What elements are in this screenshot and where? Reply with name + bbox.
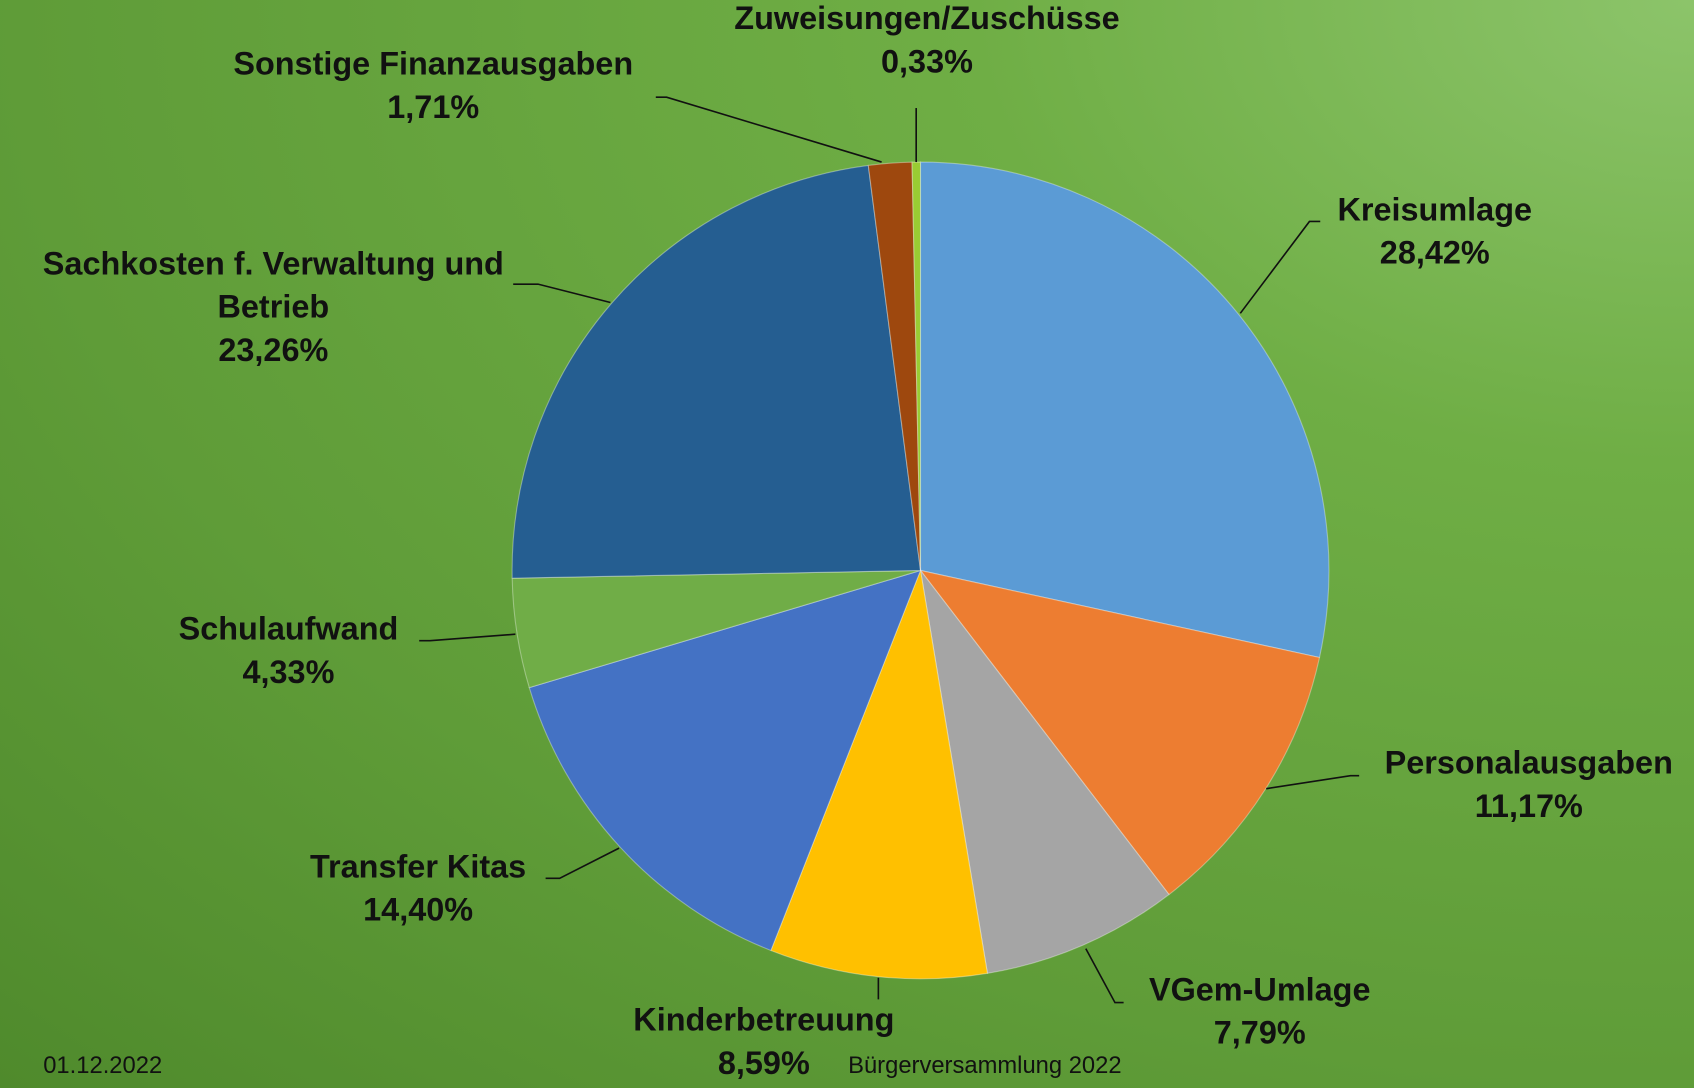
- value-label: 28,42%: [1379, 235, 1490, 272]
- slice-label: Zuweisungen/Zuschüsse 0,33%: [678, 0, 1175, 84]
- value-label: 8,59%: [717, 1045, 810, 1082]
- pie-slice: [919, 570, 1170, 974]
- slice-label: Transfer Kitas 14,40%: [256, 846, 580, 932]
- pie-slice: [511, 164, 922, 579]
- slice-label: VGem-Umlage 7,79%: [1098, 969, 1422, 1055]
- leader-line: [655, 96, 882, 163]
- category-label: Sonstige Finanzausgaben: [233, 46, 634, 83]
- footer-date: 01.12.2022: [43, 1051, 163, 1079]
- leader-line: [513, 283, 611, 304]
- pie-slice: [511, 569, 921, 689]
- value-label: 1,71%: [387, 89, 480, 126]
- category-label: Transfer Kitas: [310, 849, 527, 885]
- pie-slice: [770, 568, 989, 980]
- category-label: Schulaufwand: [178, 611, 399, 648]
- value-label: 14,40%: [363, 892, 474, 929]
- value-label: 7,79%: [1213, 1015, 1306, 1052]
- category-label: Kinderbetreuung: [633, 1002, 895, 1039]
- pie-slice: [919, 161, 1330, 659]
- leader-line: [419, 633, 516, 642]
- pie-slice: [528, 569, 922, 952]
- leader-line: [1239, 220, 1321, 314]
- leader-line: [1085, 948, 1124, 1004]
- slice-label: Kinderbetreuung 8,59%: [591, 999, 937, 1085]
- slice-label: Kreisumlage 28,42%: [1273, 189, 1597, 275]
- pie-slice: [919, 569, 1321, 896]
- category-label: VGem-Umlage: [1148, 972, 1371, 1009]
- slice-label: Sonstige Finanzausgaben 1,71%: [185, 43, 682, 129]
- slice-label: Schulaufwand 4,33%: [126, 608, 450, 694]
- pie-slice: [867, 161, 922, 571]
- leader-line: [1266, 774, 1360, 790]
- value-label: 23,26%: [218, 332, 329, 369]
- category-label: Zuweisungen/Zuschüsse: [734, 1, 1120, 37]
- value-label: 4,33%: [242, 654, 335, 691]
- pie-slice: [911, 161, 922, 571]
- category-label: Personalausgaben: [1384, 745, 1673, 782]
- category-label: Sachkosten f. Verwaltung und Betrieb: [42, 246, 504, 326]
- slice-label: Personalausgaben 11,17%: [1356, 742, 1694, 828]
- slice-label: Sachkosten f. Verwaltung und Betrieb 23,2…: [9, 243, 538, 373]
- category-label: Kreisumlage: [1337, 192, 1533, 228]
- leader-line: [545, 847, 620, 880]
- value-label: 0,33%: [881, 44, 973, 80]
- value-label: 11,17%: [1474, 788, 1583, 825]
- footer-event: Bürgerversammlung 2022: [848, 1051, 1122, 1079]
